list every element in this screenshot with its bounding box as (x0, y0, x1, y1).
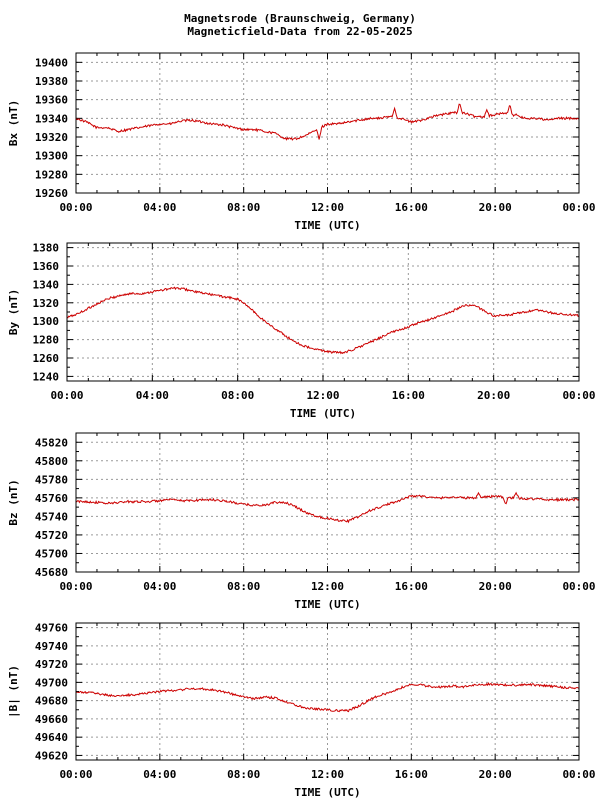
data-series-line (75, 103, 580, 141)
x-tick-label: 20:00 (479, 580, 512, 593)
x-tick-label: 16:00 (395, 580, 428, 593)
data-series-line (75, 682, 580, 713)
x-tick-label: 04:00 (136, 389, 169, 402)
x-tick-label: 20:00 (479, 768, 512, 781)
chart-panel-2: 1240 1260 1280 1300 1320 1340 1360 1380 00:00 04:… (7, 242, 596, 420)
x-axis-label: TIME (UTC) (290, 407, 356, 420)
x-tick-label: 00:00 (562, 201, 595, 214)
y-tick-label: 49700 (35, 676, 68, 689)
y-tick-label: 49640 (35, 731, 68, 744)
x-tick-label: 12:00 (311, 201, 344, 214)
x-tick-label: 12:00 (311, 768, 344, 781)
y-tick-label: 49740 (35, 640, 68, 653)
y-tick-label: 1240 (33, 370, 60, 383)
y-axis-label: |B| (nT) (7, 665, 20, 718)
x-tick-label: 04:00 (143, 201, 176, 214)
plot-frame (75, 52, 580, 194)
y-tick-label: 19380 (35, 75, 68, 88)
plot-frame (75, 622, 580, 761)
y-tick-label: 19280 (35, 168, 68, 181)
chart-panel-3: 45680 45700 45720 45740 45760 45780 45800 45820… (7, 432, 596, 611)
y-axis-label: By (nT) (7, 289, 20, 335)
y-tick-label: 19400 (35, 56, 68, 69)
y-tick-label: 19340 (35, 112, 68, 125)
x-tick-label: 08:00 (227, 580, 260, 593)
chart-title: Magnetsrode (Braunschweig, Germany) Magn… (0, 12, 600, 38)
title-line-1: Magnetsrode (Braunschweig, Germany) (184, 12, 416, 25)
y-tick-label: 49620 (35, 749, 68, 762)
x-tick-label: 00:00 (50, 389, 83, 402)
y-tick-label: 45760 (35, 492, 68, 505)
y-tick-label: 49680 (35, 695, 68, 708)
title-line-2: Magneticfield-Data from 22-05-2025 (187, 25, 413, 38)
y-tick-label: 1380 (33, 242, 60, 255)
data-series-line (66, 286, 580, 355)
x-tick-label: 08:00 (227, 201, 260, 214)
y-tick-label: 1340 (33, 278, 60, 291)
x-tick-label: 04:00 (143, 580, 176, 593)
y-tick-label: 45780 (35, 473, 68, 486)
y-tick-label: 1280 (33, 334, 60, 347)
y-axis-label: Bx (nT) (7, 100, 20, 146)
y-tick-label: 19300 (35, 150, 68, 163)
x-tick-label: 00:00 (59, 768, 92, 781)
chart-panel-1: 19260 19280 19300 19320 19340 19360 19380 19400… (7, 52, 596, 232)
y-axis-label: Bz (nT) (7, 479, 20, 525)
y-tick-label: 45720 (35, 529, 68, 542)
y-tick-label: 49660 (35, 713, 68, 726)
y-tick-label: 1360 (33, 260, 60, 273)
y-tick-label: 49720 (35, 658, 68, 671)
x-axis-label: TIME (UTC) (294, 598, 360, 611)
x-tick-label: 00:00 (562, 580, 595, 593)
data-series-line (75, 491, 580, 524)
y-tick-label: 49760 (35, 622, 68, 635)
y-tick-label: 1260 (33, 352, 60, 365)
x-tick-label: 00:00 (562, 389, 595, 402)
y-tick-label: 45820 (35, 436, 68, 449)
y-tick-label: 45800 (35, 455, 68, 468)
y-tick-label: 19320 (35, 131, 68, 144)
y-tick-label: 45700 (35, 547, 68, 560)
x-tick-label: 08:00 (227, 768, 260, 781)
x-tick-label: 16:00 (395, 201, 428, 214)
y-tick-label: 19360 (35, 94, 68, 107)
x-tick-label: 12:00 (311, 580, 344, 593)
y-tick-label: 45680 (35, 566, 68, 579)
x-tick-label: 20:00 (479, 201, 512, 214)
chart-panel-4: 49620 49640 49660 49680 49700 49720 49740 49760… (7, 622, 596, 799)
y-tick-label: 1300 (33, 315, 60, 328)
x-axis-label: TIME (UTC) (294, 786, 360, 799)
y-tick-label: 1320 (33, 297, 60, 310)
x-tick-label: 00:00 (59, 580, 92, 593)
x-tick-label: 00:00 (562, 768, 595, 781)
x-tick-label: 00:00 (59, 201, 92, 214)
plot-frame (75, 432, 580, 573)
y-tick-label: 45740 (35, 510, 68, 523)
x-tick-label: 08:00 (221, 389, 254, 402)
x-axis-label: TIME (UTC) (294, 219, 360, 232)
y-tick-label: 19260 (35, 187, 68, 200)
plot-frame (66, 242, 580, 382)
x-tick-label: 20:00 (477, 389, 510, 402)
x-tick-label: 12:00 (306, 389, 339, 402)
x-tick-label: 16:00 (395, 768, 428, 781)
x-tick-label: 16:00 (392, 389, 425, 402)
x-tick-label: 04:00 (143, 768, 176, 781)
